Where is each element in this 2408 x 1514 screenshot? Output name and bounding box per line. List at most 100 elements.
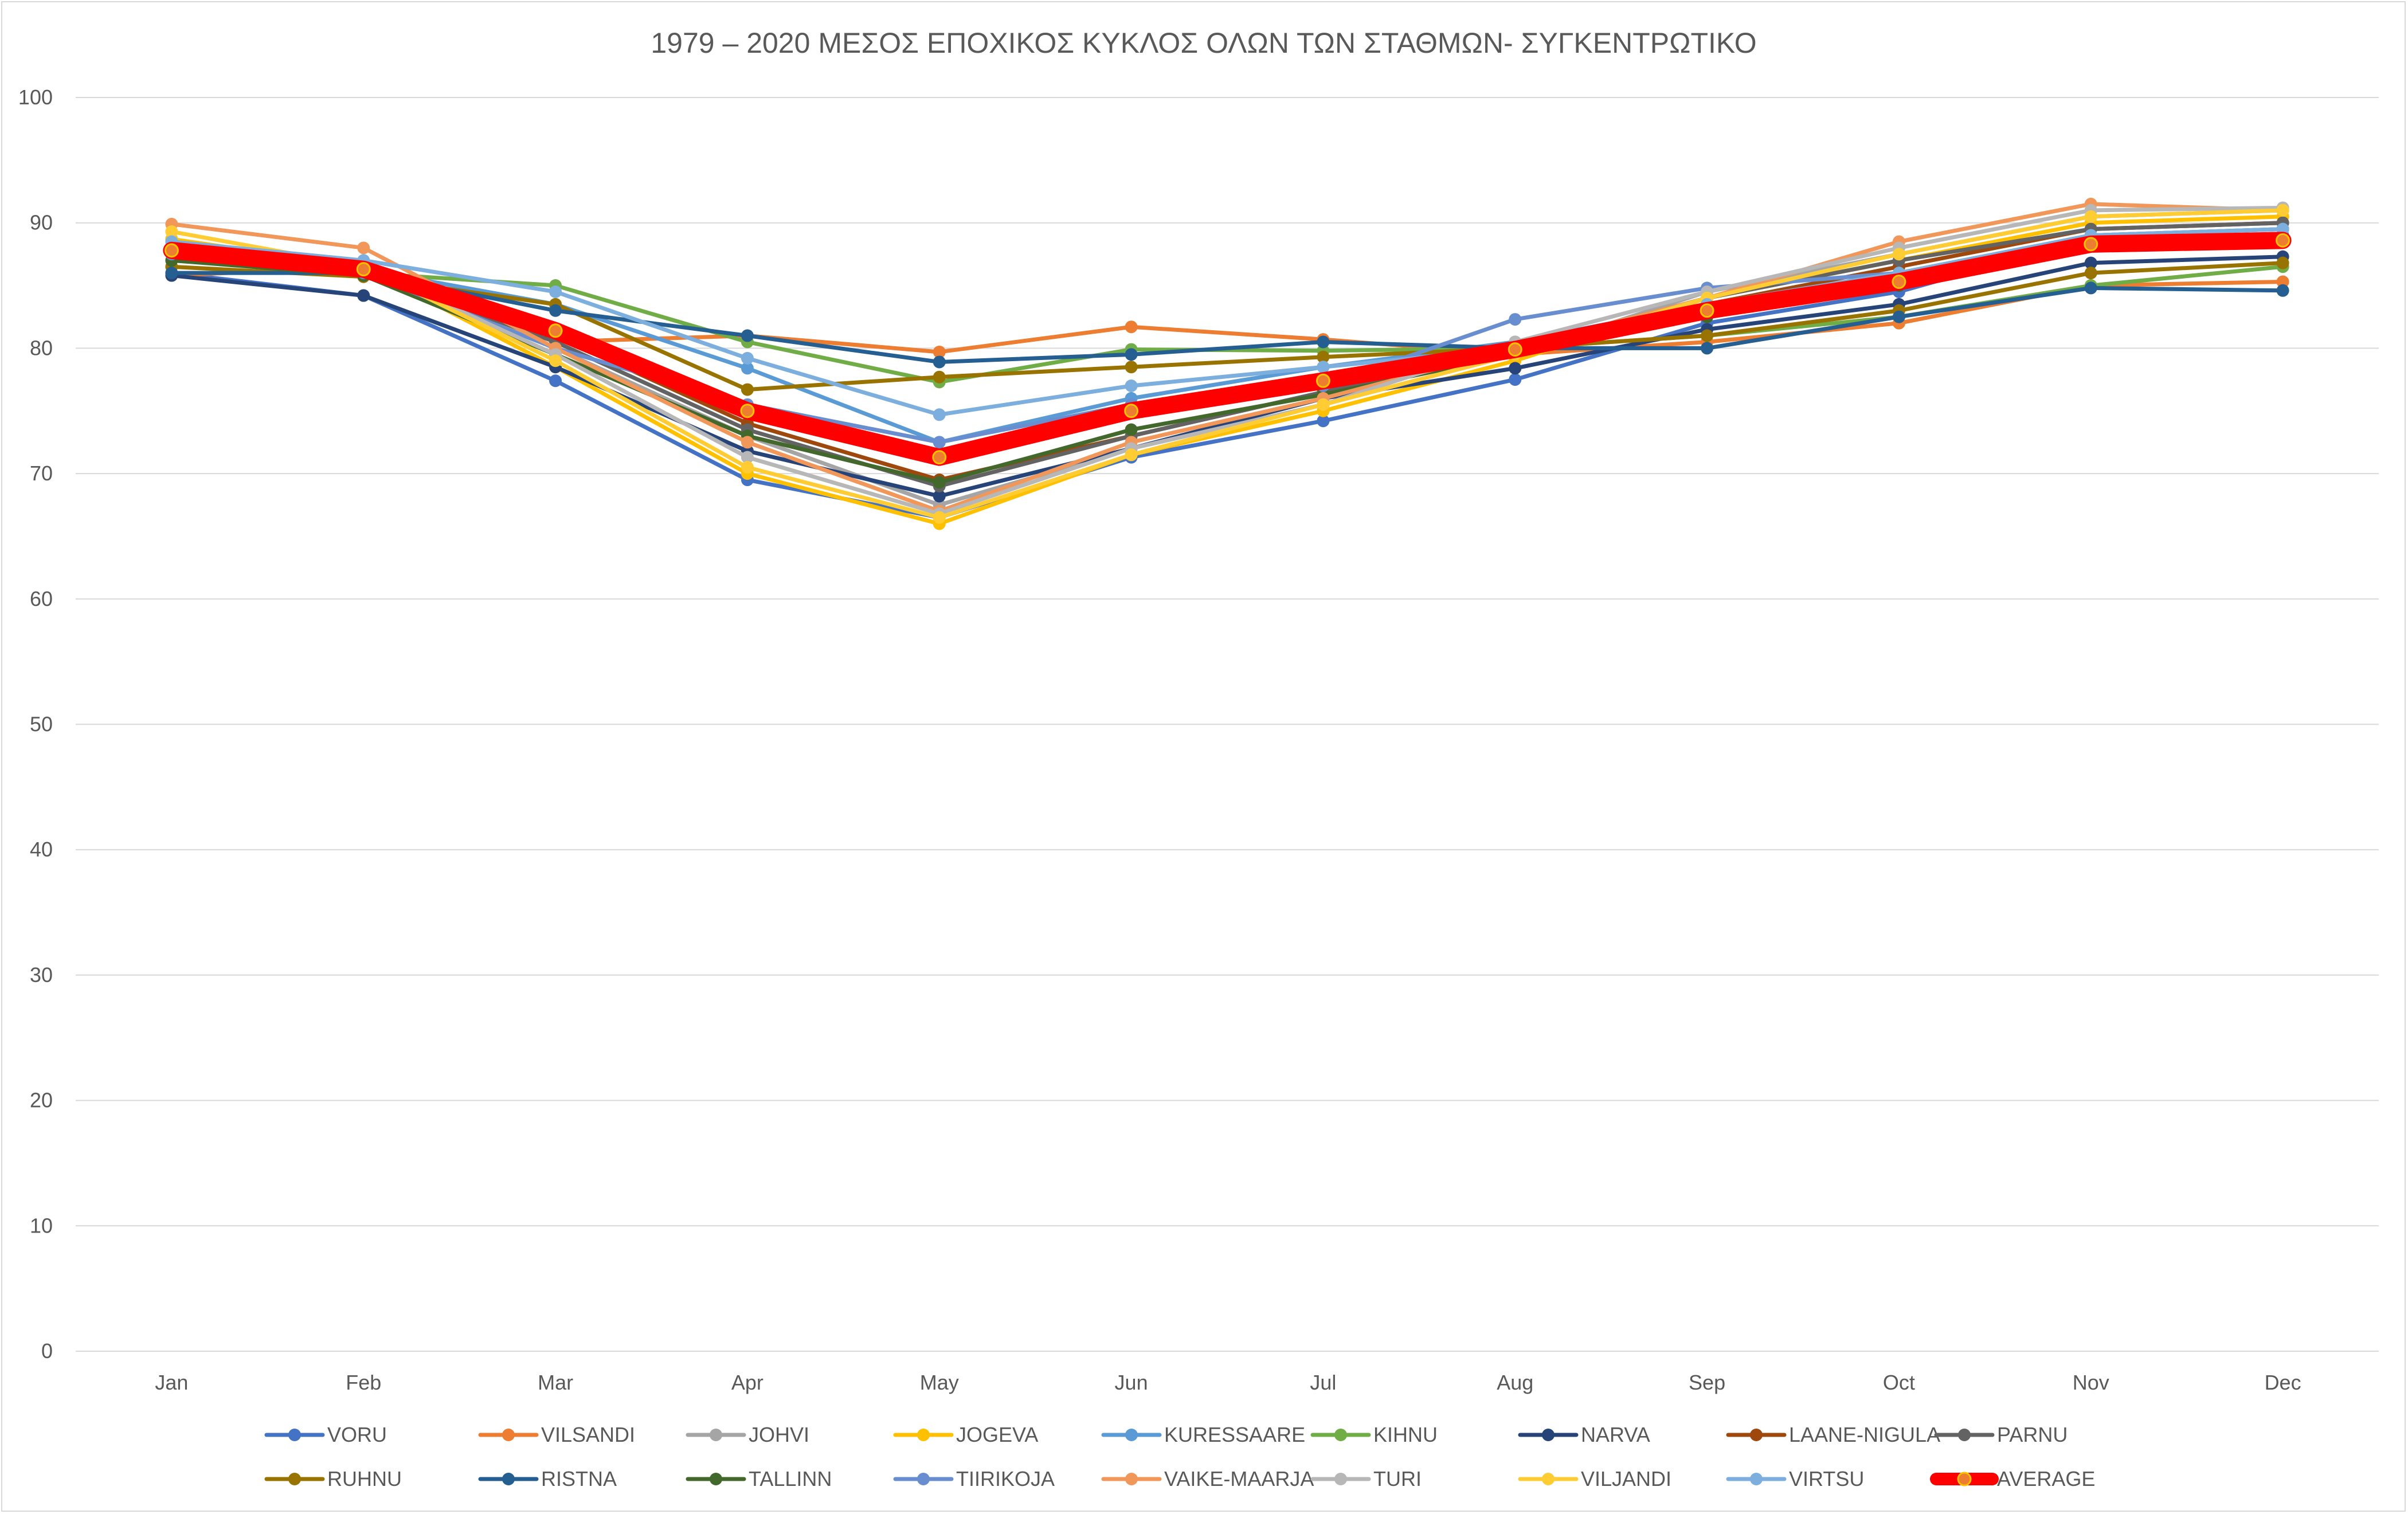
series-line <box>169 227 2285 417</box>
data-point <box>741 329 754 342</box>
legend-marker <box>1334 1429 1347 1441</box>
data-point <box>1125 380 1138 393</box>
legend-marker <box>502 1473 515 1485</box>
legend-label: TURI <box>1373 1467 1422 1490</box>
legend-item: JOHVI <box>686 1423 809 1446</box>
data-point <box>164 243 179 258</box>
legend-item: VORU <box>264 1423 387 1446</box>
legend-item: VAIKE-MAARJA <box>1101 1467 1314 1490</box>
series-line <box>169 261 2285 392</box>
x-tick-label: Jan <box>155 1371 188 1394</box>
data-point <box>741 383 754 396</box>
data-point <box>1124 404 1139 418</box>
legend-marker <box>1125 1429 1138 1441</box>
data-point <box>1509 362 1522 375</box>
x-tick-label: Jul <box>1310 1371 1336 1394</box>
x-tick-label: May <box>920 1371 959 1394</box>
data-point <box>1701 342 1714 355</box>
legend-item: RISTNA <box>478 1467 617 1490</box>
y-tick-label: 10 <box>30 1214 53 1237</box>
legend-item: VILJANDI <box>1518 1467 1671 1490</box>
legend-marker <box>1125 1473 1138 1485</box>
chart-title: 1979 – 2020 ΜΕΣΟΣ ΕΠΟΧΙΚΟΣ ΚΥΚΛΟΣ ΟΛΩΝ Τ… <box>651 27 1756 59</box>
y-tick-label: 0 <box>41 1339 53 1363</box>
legend-item: TIIRIKOJA <box>893 1467 1055 1490</box>
data-point <box>1508 342 1522 357</box>
legend-label: VORU <box>327 1423 387 1446</box>
data-point <box>548 323 563 338</box>
data-point <box>1317 335 1330 349</box>
x-tick-label: Apr <box>731 1371 763 1394</box>
data-point <box>2276 284 2289 297</box>
legend-item: KIHNU <box>1310 1423 1438 1446</box>
series-line <box>163 232 2292 466</box>
legend-item: AVERAGE <box>1930 1467 2095 1490</box>
legend-label: VILSANDI <box>541 1423 635 1446</box>
legend-item: TURI <box>1310 1467 1422 1490</box>
y-tick-label: 60 <box>30 587 53 611</box>
series-line <box>169 255 2285 498</box>
legend-label: KURESSAARE <box>1164 1423 1305 1446</box>
legend-item: KURESSAARE <box>1101 1423 1305 1446</box>
y-tick-label: 50 <box>30 713 53 736</box>
data-point <box>2276 275 2289 288</box>
data-point <box>2084 210 2097 223</box>
x-tick-label: Dec <box>2265 1371 2301 1394</box>
legend-item: NARVA <box>1518 1423 1650 1446</box>
x-tick-label: Nov <box>2073 1371 2109 1394</box>
legend-marker <box>1334 1473 1347 1485</box>
legend-item: PARNU <box>1934 1423 2068 1446</box>
data-point <box>2084 267 2097 280</box>
data-point <box>933 355 946 369</box>
series-lines <box>163 197 2292 530</box>
legend-label: PARNU <box>1997 1423 2068 1446</box>
legend-item: TALLINN <box>686 1467 832 1490</box>
data-point <box>933 436 946 449</box>
legend-label: TALLINN <box>749 1467 832 1490</box>
data-point <box>933 345 946 358</box>
x-tick-label: Mar <box>538 1371 573 1394</box>
data-point <box>1701 329 1714 342</box>
data-point <box>1317 414 1330 428</box>
legend-item: VILSANDI <box>478 1423 635 1446</box>
data-point <box>933 370 946 384</box>
data-point <box>165 267 178 280</box>
data-point <box>2084 281 2097 295</box>
data-point <box>549 374 562 388</box>
x-tick-label: Aug <box>1497 1371 1533 1394</box>
data-point <box>1125 348 1138 361</box>
data-point <box>1317 398 1330 411</box>
data-point <box>1125 423 1138 436</box>
legend-label: NARVA <box>1581 1423 1650 1446</box>
data-point <box>933 476 946 489</box>
data-point <box>741 461 754 474</box>
legend-label: JOGEVA <box>956 1423 1038 1446</box>
data-point <box>1317 350 1330 363</box>
data-point <box>2276 233 2290 248</box>
x-tick-label: Jun <box>1115 1371 1148 1394</box>
legend-label: RISTNA <box>541 1467 617 1490</box>
x-tick-label: Oct <box>1883 1371 1915 1394</box>
data-point <box>2084 237 2098 252</box>
series-line <box>169 271 2285 364</box>
legend-marker <box>502 1429 515 1441</box>
legend-marker <box>1542 1429 1555 1441</box>
y-tick-label: 90 <box>30 211 53 234</box>
data-point <box>933 490 946 503</box>
data-point <box>741 436 754 449</box>
data-point <box>357 289 370 302</box>
series-line <box>169 205 2285 516</box>
data-point <box>549 285 562 298</box>
legend-marker <box>1750 1473 1763 1485</box>
y-tick-label: 40 <box>30 838 53 861</box>
legend-marker <box>917 1473 930 1485</box>
data-point <box>549 354 562 367</box>
legend-item: VIRTSU <box>1726 1467 1864 1490</box>
legend-label: VILJANDI <box>1581 1467 1671 1490</box>
data-point <box>933 408 946 421</box>
legend-label: VAIKE-MAARJA <box>1164 1467 1314 1490</box>
x-tick-label: Feb <box>346 1371 381 1394</box>
y-tick-label: 80 <box>30 336 53 359</box>
data-point <box>1892 310 1905 323</box>
data-point <box>2276 204 2289 217</box>
